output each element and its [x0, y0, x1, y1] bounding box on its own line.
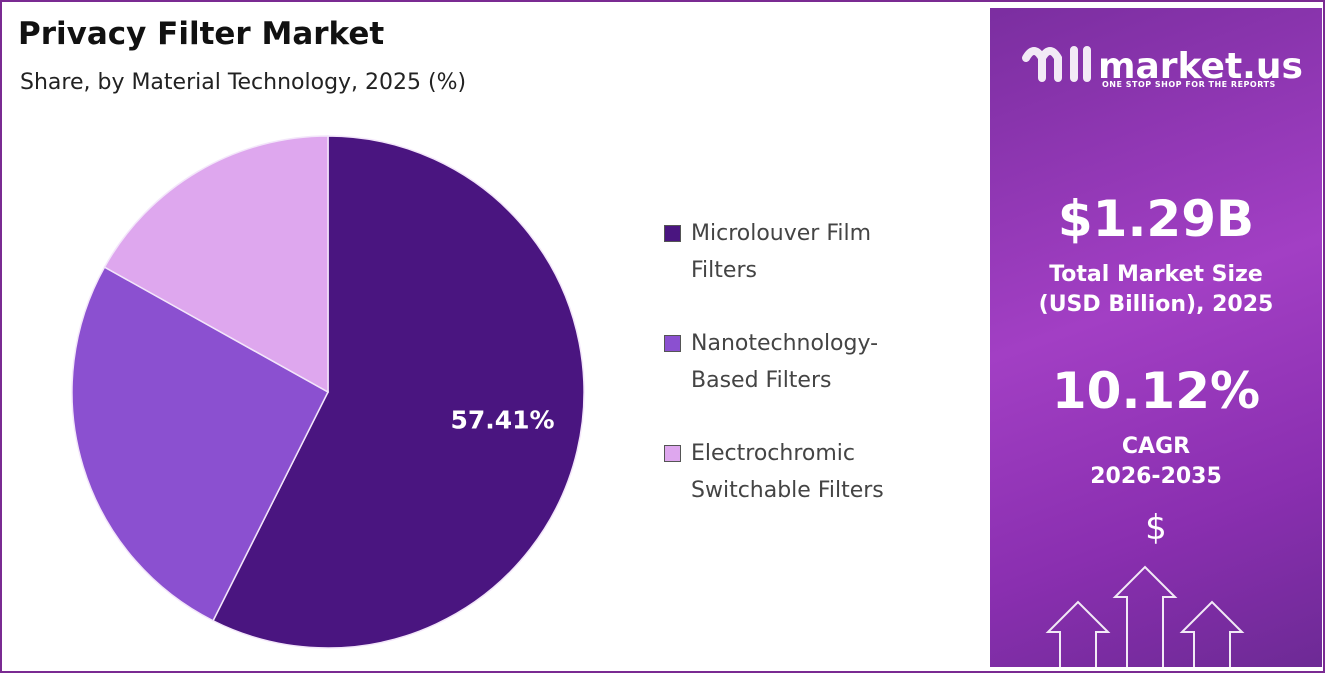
tagline: ONE STOP SHOP FOR THE REPORTS [1102, 80, 1276, 89]
sidebar: market.us ONE STOP SHOP FOR THE REPORTS … [990, 8, 1322, 667]
legend-swatch [664, 225, 681, 242]
legend-swatch [664, 335, 681, 352]
market-size: $1.29B [1057, 190, 1255, 248]
chart-subtitle: Share, by Material Technology, 2025 (%) [20, 70, 467, 95]
legend-label: Nanotechnology-Based Filters [691, 331, 879, 393]
legend: Microlouver Film Filters Nanotechnology-B… [664, 215, 904, 545]
pie-slice [71, 266, 329, 622]
market-size-label: Total Market Size (USD Billion), 2025 [1038, 262, 1274, 317]
currency-icon: $ [1145, 508, 1167, 548]
data-label: 57.41% [450, 406, 554, 435]
cagr-label: CAGR [1121, 434, 1191, 459]
logo: market.us [1098, 46, 1303, 87]
legend-label: Microlouver Film Filters [691, 221, 872, 283]
pie-chart: 57.41% [71, 135, 585, 649]
pie-slice [103, 135, 329, 394]
cagr-period: 2026-2035 [1090, 464, 1222, 489]
legend-item: Nanotechnology-Based Filters [664, 325, 904, 399]
legend-item: Electrochromic Switchable Filters [664, 435, 904, 509]
chart-title: Privacy Filter Market [18, 16, 385, 52]
legend-swatch [664, 445, 681, 462]
decoration [1022, 46, 1245, 667]
pie-slice [212, 135, 585, 649]
legend-item: Microlouver Film Filters [664, 215, 904, 289]
legend-label: Electrochromic Switchable Filters [691, 441, 884, 503]
cagr-value: 10.12% [1051, 362, 1261, 420]
